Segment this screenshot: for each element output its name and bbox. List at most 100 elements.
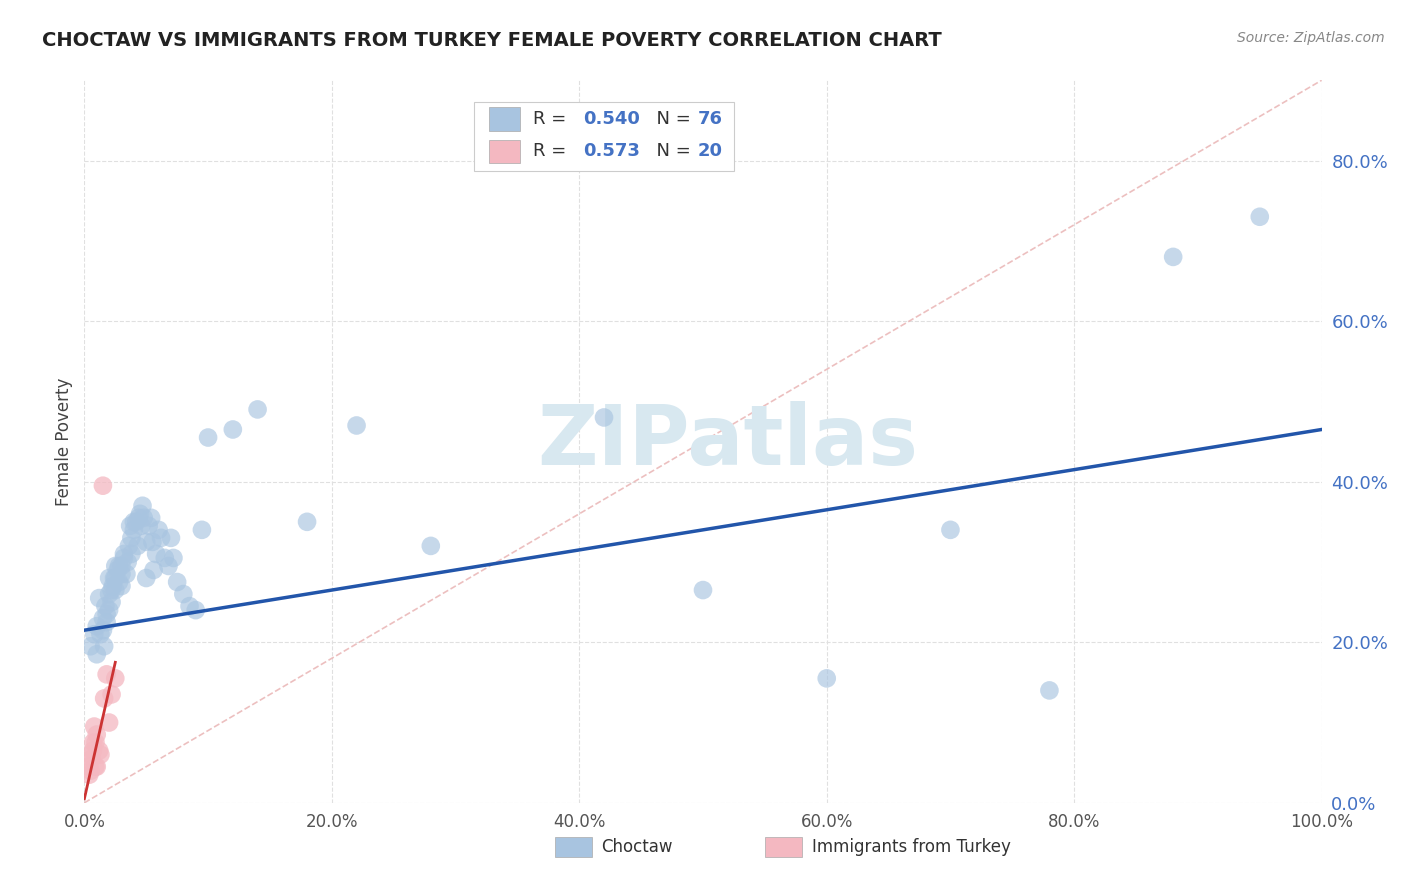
Point xyxy=(91,623,114,637)
Point xyxy=(83,627,105,641)
Point xyxy=(107,563,129,577)
Point xyxy=(104,671,127,685)
Text: Immigrants from Turkey: Immigrants from Turkey xyxy=(811,838,1011,855)
FancyBboxPatch shape xyxy=(489,140,520,163)
Point xyxy=(110,567,132,582)
Point xyxy=(120,531,142,545)
Point xyxy=(103,571,125,585)
Point xyxy=(593,410,616,425)
Point xyxy=(1249,210,1271,224)
Point xyxy=(127,539,149,553)
Point xyxy=(141,510,163,524)
Point xyxy=(98,587,121,601)
Point xyxy=(104,571,127,585)
Point xyxy=(100,583,122,598)
Point xyxy=(197,430,219,444)
Point xyxy=(98,603,121,617)
Point xyxy=(96,667,118,681)
Point xyxy=(80,751,103,765)
Point xyxy=(148,523,170,537)
Point xyxy=(939,523,962,537)
FancyBboxPatch shape xyxy=(489,107,520,131)
Point xyxy=(132,510,155,524)
Point xyxy=(153,550,176,566)
Point xyxy=(98,715,121,730)
Point xyxy=(135,534,157,549)
Point xyxy=(82,735,104,749)
Point xyxy=(1161,250,1184,264)
Point xyxy=(100,687,122,701)
Point xyxy=(84,735,107,749)
Point xyxy=(112,550,135,566)
Point xyxy=(166,574,188,589)
Point xyxy=(346,418,368,433)
Point xyxy=(115,567,138,582)
Point xyxy=(77,760,100,774)
Point xyxy=(93,691,115,706)
Point xyxy=(129,507,152,521)
Text: ZIPatlas: ZIPatlas xyxy=(537,401,918,482)
Point xyxy=(122,523,145,537)
Point xyxy=(128,510,150,524)
Point xyxy=(110,579,132,593)
Point xyxy=(120,547,142,561)
Text: N =: N = xyxy=(645,110,696,128)
FancyBboxPatch shape xyxy=(554,837,592,857)
Point xyxy=(246,402,269,417)
Point xyxy=(91,478,114,492)
Point xyxy=(172,587,194,601)
Point xyxy=(419,539,441,553)
Point xyxy=(141,534,163,549)
Point xyxy=(110,558,132,574)
Point xyxy=(129,518,152,533)
Point xyxy=(86,760,108,774)
Point xyxy=(191,523,214,537)
Point xyxy=(118,539,141,553)
Text: 0.573: 0.573 xyxy=(583,142,640,160)
Point xyxy=(138,518,160,533)
Point xyxy=(101,579,124,593)
Point xyxy=(96,615,118,630)
Text: Source: ZipAtlas.com: Source: ZipAtlas.com xyxy=(1237,31,1385,45)
Point xyxy=(79,764,101,778)
Point xyxy=(145,547,167,561)
Text: Choctaw: Choctaw xyxy=(602,838,673,855)
Point xyxy=(98,571,121,585)
Point xyxy=(122,515,145,529)
Point xyxy=(142,563,165,577)
Point xyxy=(89,591,111,605)
Point xyxy=(1038,683,1060,698)
Point xyxy=(104,583,127,598)
FancyBboxPatch shape xyxy=(765,837,801,857)
Point xyxy=(692,583,714,598)
Text: R =: R = xyxy=(533,110,572,128)
Text: R =: R = xyxy=(533,142,572,160)
Point xyxy=(184,603,207,617)
Point xyxy=(815,671,838,685)
Point xyxy=(94,599,117,614)
Point xyxy=(135,571,157,585)
Y-axis label: Female Poverty: Female Poverty xyxy=(55,377,73,506)
Point xyxy=(131,499,153,513)
Point xyxy=(86,728,108,742)
Point xyxy=(91,611,114,625)
Text: CHOCTAW VS IMMIGRANTS FROM TURKEY FEMALE POVERTY CORRELATION CHART: CHOCTAW VS IMMIGRANTS FROM TURKEY FEMALE… xyxy=(42,31,942,50)
Point xyxy=(108,574,131,589)
Text: 0.540: 0.540 xyxy=(583,110,640,128)
Point xyxy=(150,531,173,545)
Point xyxy=(82,744,104,758)
Point xyxy=(222,422,245,436)
Point xyxy=(104,558,127,574)
Point xyxy=(179,599,201,614)
Point xyxy=(86,619,108,633)
Point xyxy=(108,558,131,574)
Point xyxy=(120,518,142,533)
Point xyxy=(86,648,108,662)
Point xyxy=(89,747,111,762)
Point xyxy=(79,747,101,762)
Point xyxy=(79,639,101,653)
Point xyxy=(125,515,148,529)
Text: N =: N = xyxy=(645,142,696,160)
Point xyxy=(96,607,118,621)
Point xyxy=(117,555,139,569)
